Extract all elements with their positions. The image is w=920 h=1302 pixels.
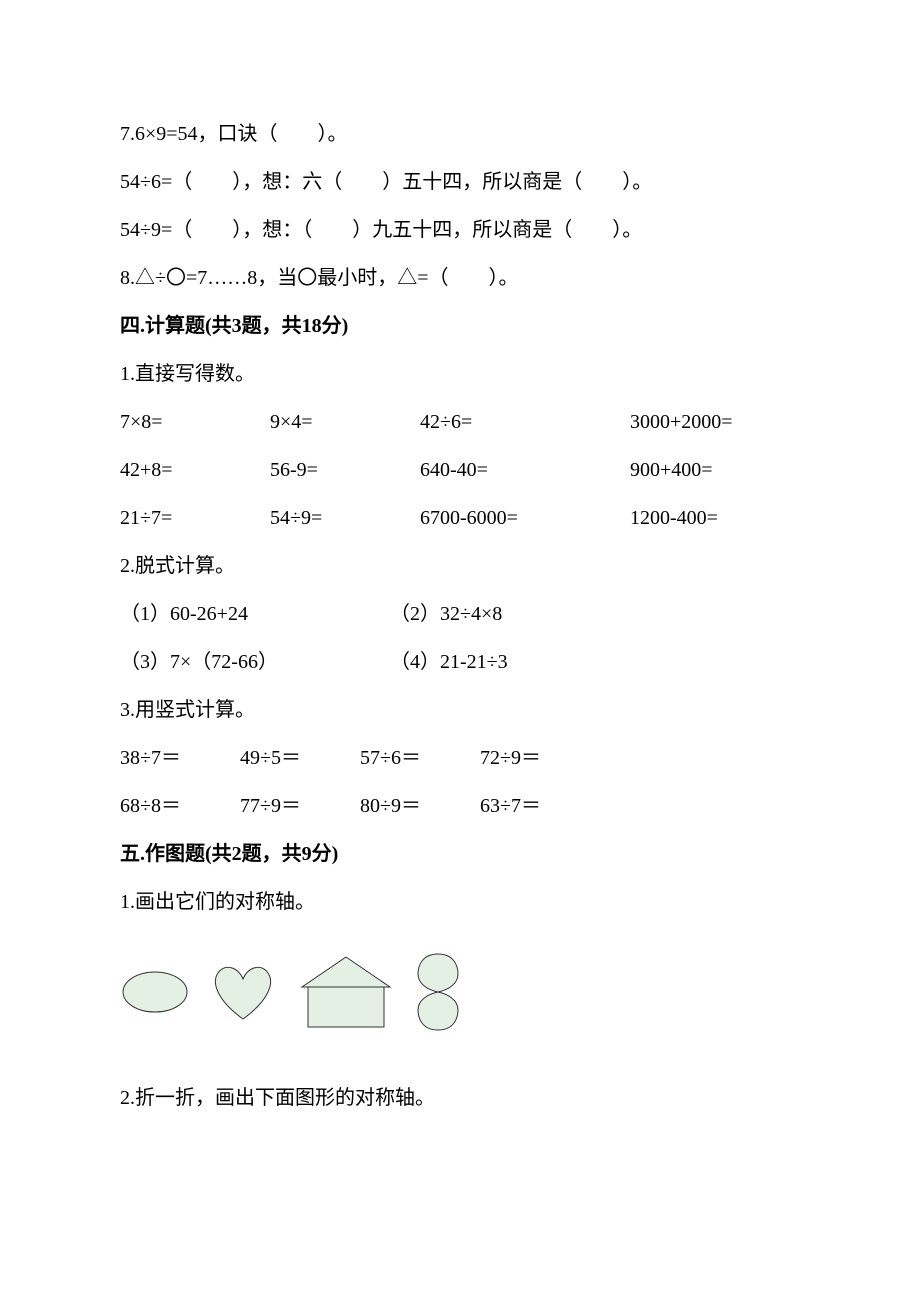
calc-cell: 72÷9＝ — [480, 734, 600, 782]
sec4-q3-row-0: 38÷7＝ 49÷5＝ 57÷6＝ 72÷9＝ — [120, 734, 800, 782]
calc-cell: 6700-6000= — [420, 494, 630, 542]
heart-shape-icon — [208, 961, 278, 1023]
calc-cell: 63÷7＝ — [480, 782, 600, 830]
sec4-q1-row-2: 21÷7= 54÷9= 6700-6000= 1200-400= — [120, 494, 800, 542]
sec5-q2-title: 2.折一折，画出下面图形的对称轴。 — [120, 1074, 800, 1122]
calc-cell: 57÷6＝ — [360, 734, 480, 782]
calc-cell: 38÷7＝ — [120, 734, 240, 782]
sec4-q3-title: 3.用竖式计算。 — [120, 686, 800, 734]
calc-cell: 80÷9＝ — [360, 782, 480, 830]
house-shape-icon — [296, 953, 396, 1031]
sec5-q1-title: 1.画出它们的对称轴。 — [120, 878, 800, 926]
calc-cell: 3000+2000= — [630, 398, 800, 446]
calc-cell: 56-9= — [270, 446, 420, 494]
sec4-q1-title: 1.直接写得数。 — [120, 350, 800, 398]
calc-cell: 49÷5＝ — [240, 734, 360, 782]
sec4-q2-title: 2.脱式计算。 — [120, 542, 800, 590]
q7-line-2: 54÷6=（ ），想：六（ ）五十四，所以商是（ ）。 — [120, 158, 800, 206]
shapes-container — [120, 926, 800, 1074]
calc-cell: 1200-400= — [630, 494, 800, 542]
calc-cell: 900+400= — [630, 446, 800, 494]
sec4-q3-row-1: 68÷8＝ 77÷9＝ 80÷9＝ 63÷7＝ — [120, 782, 800, 830]
calc-cell: 68÷8＝ — [120, 782, 240, 830]
calc-cell: 9×4= — [270, 398, 420, 446]
step-cell: （3）7×（72-66） — [120, 638, 390, 686]
sec4-q1-row-0: 7×8= 9×4= 42÷6= 3000+2000= — [120, 398, 800, 446]
calc-cell: 640-40= — [420, 446, 630, 494]
step-cell: （4）21-21÷3 — [390, 638, 660, 686]
figure8-shape-icon — [414, 950, 462, 1034]
calc-cell: 7×8= — [120, 398, 270, 446]
ellipse-shape-icon — [120, 967, 190, 1017]
sec4-q2-row-1: （3）7×（72-66） （4）21-21÷3 — [120, 638, 800, 686]
section-4-header: 四.计算题(共3题，共18分) — [120, 302, 800, 350]
q7-line-1: 7.6×9=54，口诀（ ）。 — [120, 110, 800, 158]
calc-cell: 42+8= — [120, 446, 270, 494]
step-cell: （1）60-26+24 — [120, 590, 390, 638]
section-5-header: 五.作图题(共2题，共9分) — [120, 830, 800, 878]
sec4-q2-row-0: （1）60-26+24 （2）32÷4×8 — [120, 590, 800, 638]
q7-line-3: 54÷9=（ ），想：（ ）九五十四，所以商是（ ）。 — [120, 206, 800, 254]
calc-cell: 21÷7= — [120, 494, 270, 542]
sec4-q1-row-1: 42+8= 56-9= 640-40= 900+400= — [120, 446, 800, 494]
q8-line-1: 8.△÷〇=7……8，当〇最小时，△=（ ）。 — [120, 254, 800, 302]
step-cell: （2）32÷4×8 — [390, 590, 660, 638]
calc-cell: 54÷9= — [270, 494, 420, 542]
calc-cell: 42÷6= — [420, 398, 630, 446]
calc-cell: 77÷9＝ — [240, 782, 360, 830]
